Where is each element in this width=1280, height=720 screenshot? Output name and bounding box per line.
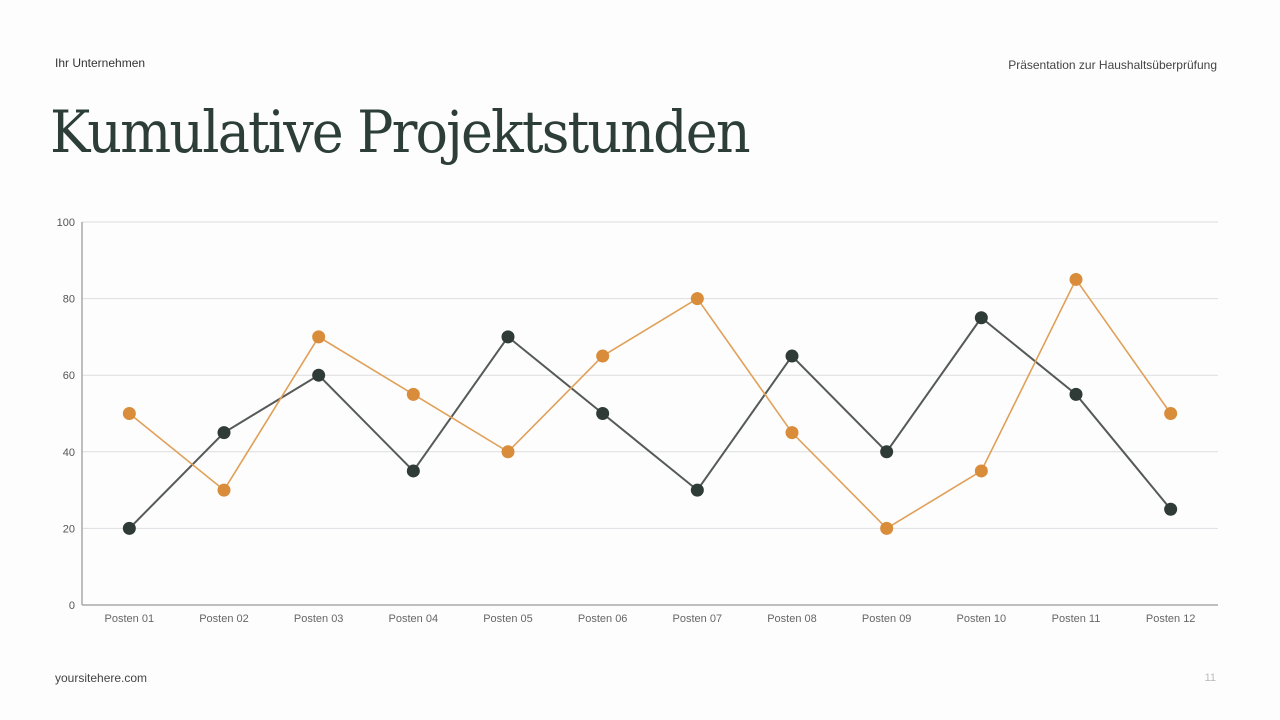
data-point xyxy=(1164,502,1178,516)
x-tick-label: Posten 03 xyxy=(294,613,344,625)
x-tick-label: Posten 01 xyxy=(105,613,155,625)
data-point xyxy=(974,464,988,478)
y-tick-label: 100 xyxy=(57,217,75,229)
x-tick-label: Posten 05 xyxy=(483,613,533,625)
y-tick-label: 20 xyxy=(63,523,75,535)
x-axis: Posten 01 Posten 02 Posten 03 Posten 04 Post… xyxy=(82,604,1218,625)
data-point xyxy=(1069,387,1083,401)
x-tick-label: Posten 10 xyxy=(957,613,1007,625)
data-point xyxy=(122,521,136,535)
data-point xyxy=(880,521,894,535)
x-tick-label: Posten 06 xyxy=(578,613,628,625)
data-point xyxy=(690,292,704,306)
x-tick-label: Posten 09 xyxy=(862,613,912,625)
y-tick-label: 60 xyxy=(63,370,75,382)
x-tick-label: Posten 04 xyxy=(389,613,439,625)
data-point xyxy=(501,445,515,459)
x-tick-label: Posten 07 xyxy=(673,613,723,625)
series-1 xyxy=(122,311,1178,535)
data-point xyxy=(312,368,326,382)
chart-gridlines xyxy=(82,221,1218,529)
data-point xyxy=(1164,407,1178,420)
presentation-subtitle: Präsentation zur Haushaltsüberprüfung xyxy=(1008,58,1217,72)
data-point xyxy=(974,311,988,325)
x-tick-label: Posten 08 xyxy=(767,613,817,625)
data-point xyxy=(217,426,231,440)
y-tick-label: 80 xyxy=(63,294,75,306)
x-tick-label: Posten 11 xyxy=(1052,613,1101,625)
data-point xyxy=(122,407,136,420)
x-tick-label: Posten 02 xyxy=(199,613,249,625)
data-point xyxy=(406,387,420,401)
data-point xyxy=(596,407,610,420)
data-point xyxy=(312,330,326,344)
data-point xyxy=(880,445,894,459)
data-point xyxy=(785,426,799,440)
series-line xyxy=(128,316,1172,530)
page-title: Kumulative Projektstunden xyxy=(50,98,751,166)
data-point xyxy=(1069,272,1083,286)
y-axis: 0 20 40 60 80 100 xyxy=(57,217,83,612)
data-point xyxy=(501,330,515,344)
footer-website: yoursitehere.com xyxy=(55,671,148,685)
series-line xyxy=(128,277,1172,530)
data-point xyxy=(785,349,799,363)
series-2 xyxy=(122,272,1178,535)
page-number: 11 xyxy=(1204,672,1216,684)
y-tick-label: 0 xyxy=(69,600,75,612)
x-tick-label: Posten 12 xyxy=(1146,613,1196,625)
chart-series xyxy=(122,272,1178,535)
y-tick-label: 40 xyxy=(63,447,75,459)
data-point xyxy=(690,483,704,497)
data-point xyxy=(596,349,610,363)
company-name: Ihr Unternehmen xyxy=(55,56,146,70)
data-point xyxy=(406,464,420,478)
data-point xyxy=(217,483,231,497)
